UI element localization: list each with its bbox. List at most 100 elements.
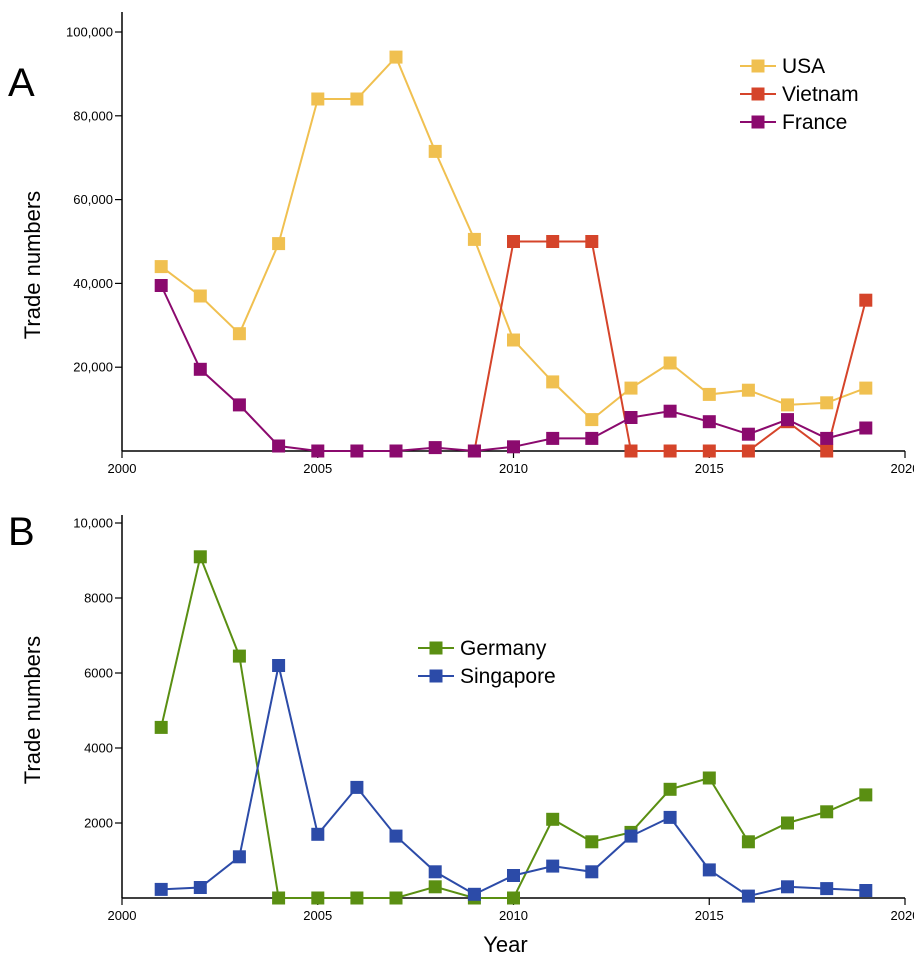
- legend-entry-usa: USA: [740, 55, 825, 78]
- x-tick-label: 2005: [303, 461, 332, 476]
- data-point-vietnam: [624, 444, 638, 458]
- series-usa: [154, 50, 873, 427]
- data-point-vietnam: [507, 235, 520, 248]
- data-point-usa: [859, 381, 873, 395]
- data-point-usa: [193, 289, 207, 303]
- data-point-france: [702, 415, 716, 429]
- data-point-france: [820, 431, 834, 445]
- x-tick-label: 2005: [303, 908, 332, 923]
- data-point-france: [624, 411, 638, 424]
- data-point-usa: [232, 327, 246, 341]
- data-point-usa: [663, 356, 677, 370]
- data-point-vietnam: [702, 444, 716, 458]
- data-point-singapore: [193, 881, 207, 894]
- data-point-usa: [546, 375, 560, 389]
- data-point-singapore: [585, 865, 599, 879]
- data-point-singapore: [389, 829, 403, 843]
- data-point-singapore: [820, 882, 834, 896]
- panel-letter-a: A: [8, 61, 35, 105]
- legend-marker: [429, 641, 443, 655]
- data-point-germany: [507, 891, 520, 905]
- data-point-singapore: [859, 884, 873, 897]
- data-point-germany: [781, 816, 794, 830]
- legend-entry-vietnam: Vietnam: [740, 83, 859, 106]
- legend-label: Singapore: [460, 665, 556, 688]
- series-france: [154, 279, 873, 458]
- data-point-usa: [428, 144, 442, 158]
- data-point-singapore: [507, 869, 520, 882]
- data-point-germany: [859, 788, 873, 802]
- data-point-usa: [702, 387, 716, 401]
- series-line-france: [160, 285, 867, 453]
- data-point-vietnam: [741, 444, 755, 458]
- data-point-france: [272, 439, 286, 453]
- x-tick-label: 2020: [891, 908, 914, 923]
- data-point-singapore: [154, 882, 168, 896]
- data-point-usa: [624, 381, 638, 395]
- series-singapore: [154, 659, 873, 903]
- data-point-vietnam: [820, 444, 834, 458]
- data-point-germany: [741, 835, 755, 849]
- data-point-germany: [663, 782, 677, 796]
- data-point-germany: [193, 550, 207, 564]
- panel-letter-b: B: [8, 510, 35, 554]
- y-tick-label: 10,000: [73, 516, 113, 531]
- legend-entry-france: France: [740, 111, 847, 134]
- x-tick-label: 2010: [499, 461, 528, 476]
- data-point-usa: [350, 92, 364, 106]
- data-point-germany: [428, 880, 442, 894]
- data-point-germany: [154, 720, 168, 734]
- panel-a-chart: 20,000 40,000 60,000 80,000 100,000 2000 2005 2…: [20, 12, 914, 476]
- x-tick-label: 2015: [695, 461, 724, 476]
- data-point-singapore: [624, 829, 638, 843]
- data-point-usa: [741, 383, 755, 397]
- data-point-singapore: [232, 850, 246, 864]
- legend-label: France: [782, 111, 847, 134]
- x-tick-label: 2000: [108, 461, 137, 476]
- series-line-vietnam: [473, 240, 867, 453]
- x-tick-label: 2010: [499, 908, 528, 923]
- data-point-france: [428, 441, 442, 455]
- data-point-singapore: [311, 827, 325, 841]
- data-point-germany: [272, 891, 286, 905]
- x-axis-title: Year: [483, 932, 527, 957]
- data-point-france: [741, 427, 755, 441]
- data-point-france: [663, 404, 677, 418]
- legend-marker: [429, 669, 443, 683]
- data-point-usa: [585, 413, 599, 427]
- legend-label: USA: [782, 55, 825, 78]
- x-tick-label: 2015: [695, 908, 724, 923]
- y-tick-label: 20,000: [73, 360, 113, 375]
- data-point-france: [781, 413, 794, 427]
- legend-marker: [751, 115, 765, 129]
- data-point-france: [507, 440, 520, 454]
- data-point-singapore: [350, 780, 364, 794]
- data-point-france: [859, 421, 873, 435]
- data-point-singapore: [781, 880, 794, 894]
- data-point-france: [311, 444, 325, 458]
- data-point-vietnam: [859, 293, 873, 307]
- data-point-usa: [389, 50, 403, 64]
- legend-entry-germany: Germany: [418, 637, 547, 660]
- series-germany: [154, 550, 873, 905]
- data-point-germany: [311, 891, 325, 905]
- data-point-france: [467, 444, 481, 458]
- y-tick-label: 6000: [84, 666, 113, 681]
- data-point-germany: [232, 649, 246, 663]
- data-point-singapore: [467, 887, 481, 901]
- data-point-germany: [702, 771, 716, 785]
- panel-b-chart: 2000 4000 6000 8000 10,000 2000 2005 2010 2015 20…: [20, 515, 914, 957]
- y-tick-label: 8000: [84, 591, 113, 606]
- data-point-singapore: [272, 659, 286, 672]
- data-point-france: [389, 444, 403, 458]
- data-point-usa: [467, 232, 481, 246]
- series-line-singapore: [161, 665, 866, 898]
- x-tick-label: 2020: [891, 461, 914, 476]
- legend-entry-singapore: Singapore: [418, 665, 556, 688]
- y-tick-label: 80,000: [73, 108, 113, 123]
- legend-marker: [751, 87, 765, 101]
- data-point-germany: [820, 805, 834, 819]
- y-tick-label: 2000: [84, 816, 113, 831]
- data-point-france: [350, 444, 364, 458]
